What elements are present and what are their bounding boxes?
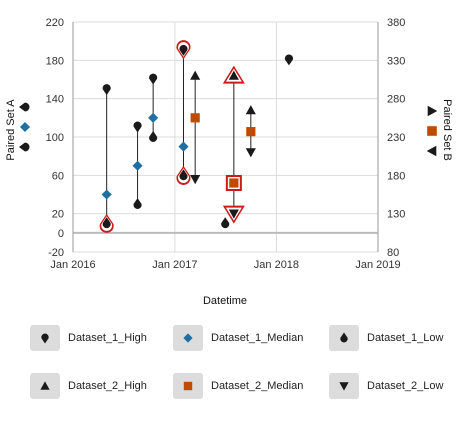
grid [72, 21, 379, 253]
data-point [246, 127, 256, 137]
data-point [221, 217, 230, 229]
y-axis-left-title: Paired Set A [5, 99, 17, 161]
data-point [190, 70, 201, 80]
legend-key-dataset-2-low [426, 145, 437, 157]
x-tick: Jan 2018 [254, 259, 299, 271]
data-point [284, 54, 293, 66]
x-axis-title: Datetime [203, 295, 247, 307]
series-dataset-1-high [102, 44, 293, 133]
legend-swatch [173, 325, 203, 351]
legend-item-dataset-1-median[interactable]: Dataset_1_Median [173, 325, 303, 351]
data-point [179, 169, 188, 181]
square-icon [183, 381, 193, 391]
y-tick-right: 230 [387, 132, 405, 144]
legend-swatch [329, 373, 359, 399]
y-tick-left: 140 [46, 94, 64, 106]
teardrop-down-icon [41, 333, 49, 344]
y-tick-right: 330 [387, 55, 405, 67]
data-point [190, 113, 200, 123]
data-point [149, 73, 158, 85]
legend-key-dataset-1-median [19, 121, 31, 133]
data-point [228, 70, 239, 80]
data-point [102, 217, 111, 229]
legend-label: Dataset_1_High [68, 332, 147, 344]
legend-item-dataset-1-high[interactable]: Dataset_1_High [30, 325, 147, 351]
legend-item-dataset-1-low[interactable]: Dataset_1_Low [329, 325, 443, 351]
x-tick: Jan 2016 [50, 259, 95, 271]
y-tick-right: 380 [387, 17, 405, 29]
marker-shape [183, 381, 193, 391]
legend-key-dataset-2-median [427, 126, 437, 136]
y-axis-left-marker-key [19, 102, 31, 152]
data-point [132, 160, 143, 171]
y-tick-left: 100 [46, 132, 64, 144]
legend-swatch [30, 373, 60, 399]
legend-label: Dataset_1_Low [367, 332, 444, 344]
y-axis-right-marker-key [426, 105, 438, 157]
data-point [228, 209, 239, 219]
legend-key-dataset-1-high [19, 102, 30, 112]
legend-key-dataset-2-high [427, 105, 438, 117]
data-point [149, 131, 158, 142]
legend-label: Dataset_2_Low [367, 380, 444, 392]
marker-shape [40, 381, 50, 390]
legend-label: Dataset_1_Median [211, 332, 304, 344]
data-point [179, 44, 188, 56]
y-tick-left: -20 [48, 247, 64, 259]
y-tick-right: 180 [387, 170, 405, 182]
data-point [102, 84, 111, 96]
series-dataset-2-high [190, 70, 256, 115]
legend-item-dataset-2-high[interactable]: Dataset_2_High [30, 373, 147, 399]
legend-key-dataset-1-low [19, 142, 30, 152]
data-point [245, 105, 256, 115]
diamond-icon [183, 333, 193, 343]
legend-label: Dataset_2_High [68, 380, 147, 392]
series-dataset-2-low [190, 148, 256, 219]
marker-shape [339, 382, 349, 391]
y-tick-left: 60 [52, 170, 64, 182]
x-tick: Jan 2017 [152, 259, 197, 271]
marker-shape [340, 332, 348, 343]
legend-swatch [30, 325, 60, 351]
series-dataset-1-median [101, 112, 189, 200]
triangle-down-icon [339, 382, 349, 391]
data-point [245, 148, 256, 158]
data-point [229, 178, 239, 188]
y-tick-right: 80 [387, 247, 399, 259]
data-point [190, 175, 201, 185]
y-tick-left: 220 [46, 17, 64, 29]
marker-shape [41, 333, 49, 344]
data-point [148, 112, 159, 123]
series-dataset-2-median [190, 113, 256, 188]
y-axis-right-title: Paired Set B [441, 99, 453, 161]
legend-item-dataset-2-low[interactable]: Dataset_2_Low [329, 373, 443, 399]
teardrop-up-icon [340, 332, 348, 343]
legend-item-dataset-2-median[interactable]: Dataset_2_Median [173, 373, 303, 399]
legend-swatch [329, 325, 359, 351]
triangle-up-icon [40, 381, 50, 390]
legend-label: Dataset_2_Median [211, 380, 304, 392]
y-tick-right: 280 [387, 94, 405, 106]
data-point [101, 189, 112, 200]
y-tick-right: 130 [387, 209, 405, 221]
marker-shape [183, 333, 193, 343]
y-tick-left: 180 [46, 55, 64, 67]
data-point [178, 141, 189, 152]
y-tick-left: 20 [52, 209, 64, 221]
data-point [133, 198, 142, 209]
y-tick-left: 0 [58, 228, 64, 240]
legend-swatch [173, 373, 203, 399]
x-tick: Jan 2019 [355, 259, 400, 271]
data-point [133, 121, 142, 133]
series-dataset-1-low [102, 131, 230, 229]
